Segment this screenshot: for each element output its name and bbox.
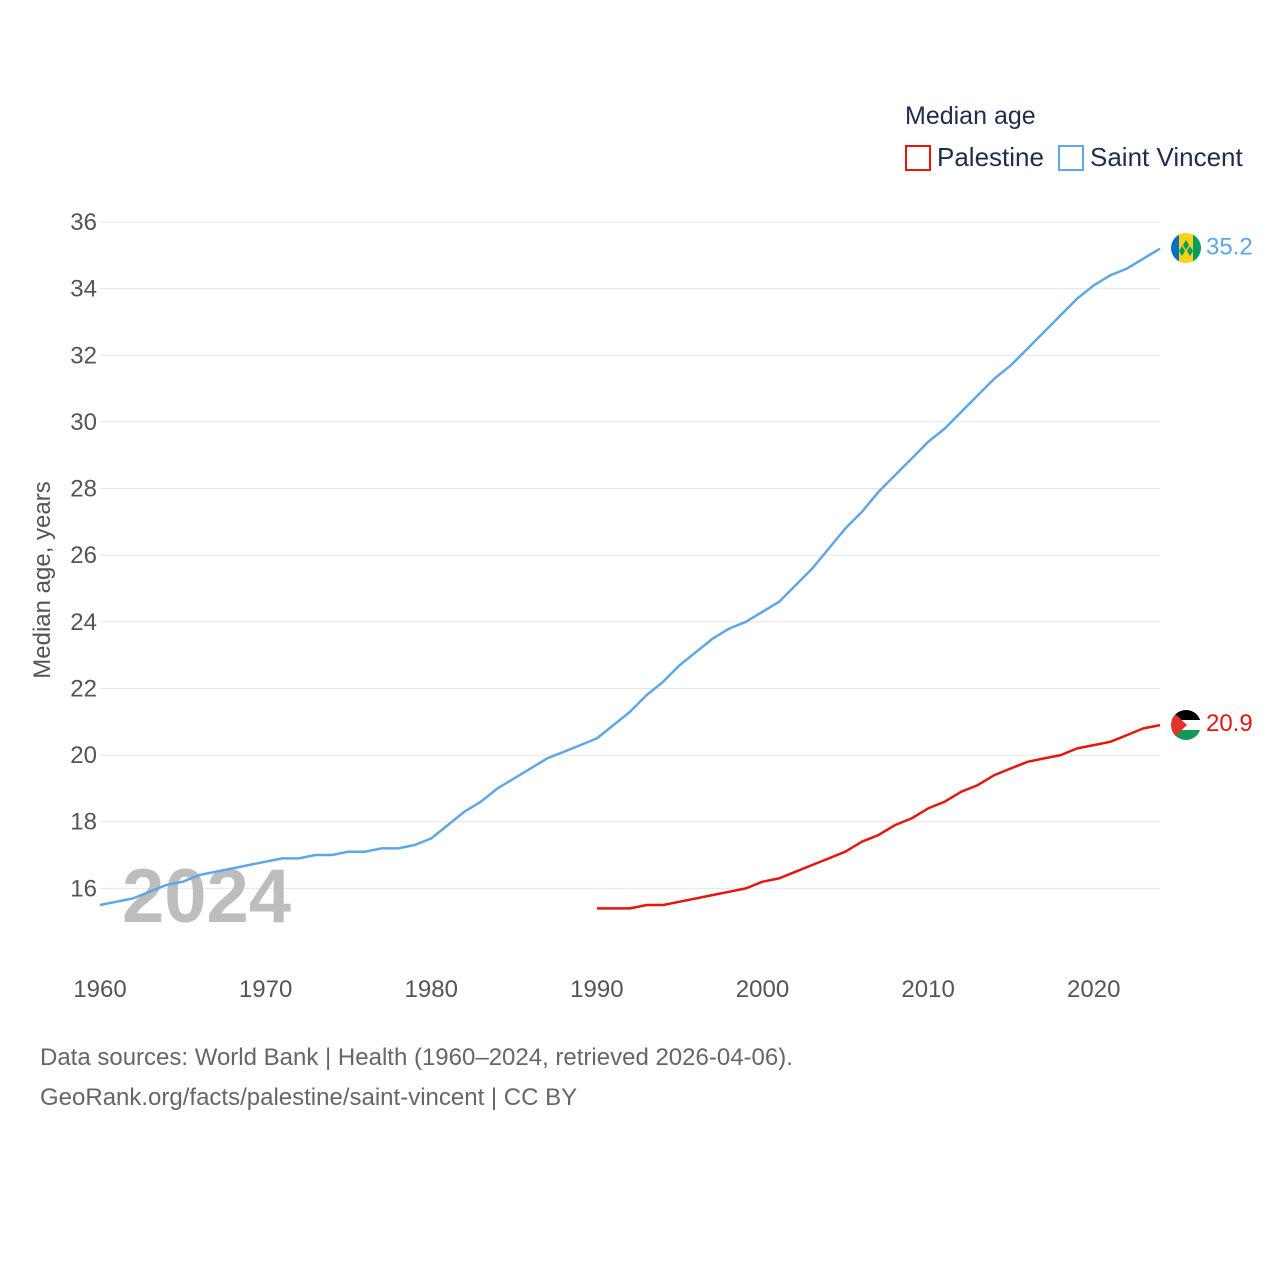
- y-axis-title: Median age, years: [29, 481, 56, 678]
- legend-item-palestine[interactable]: Palestine: [905, 142, 1044, 172]
- series-line-saint-vincent[interactable]: [99, 247, 1161, 907]
- x-tick-label: 1980: [405, 976, 458, 1003]
- line-chart: 16 18 20 22 24 26 28 30 32 34 36 1960 1970 1980 1990 2…: [29, 102, 1253, 1003]
- legend-label-palestine: Palestine: [937, 142, 1044, 172]
- palestine-flag-icon: [1171, 710, 1201, 740]
- x-tick-label: 2000: [736, 976, 789, 1003]
- x-tick-label: 1990: [570, 976, 623, 1003]
- y-tick-label: 30: [70, 409, 97, 436]
- x-axis-ticks: 1960 1970 1980 1990 2000 2010 2020: [73, 976, 1120, 1003]
- y-tick-label: 24: [70, 609, 97, 636]
- series-lines: [99, 247, 1161, 910]
- saint-vincent-flag-icon: [1171, 233, 1201, 263]
- end-label-saint-vincent: 35.2: [1206, 234, 1253, 261]
- x-tick-label: 1960: [73, 976, 126, 1003]
- y-tick-label: 22: [70, 675, 97, 702]
- legend-swatch-saint-vincent: [1058, 145, 1084, 171]
- legend-item-saint-vincent[interactable]: Saint Vincent: [1058, 142, 1244, 172]
- year-watermark: 2024: [122, 854, 291, 939]
- legend-label-saint-vincent: Saint Vincent: [1090, 142, 1244, 172]
- footer-url[interactable]: GeoRank.org/facts/palestine/saint-vincen…: [40, 1084, 578, 1111]
- y-tick-label: 28: [70, 476, 97, 503]
- y-tick-label: 20: [70, 742, 97, 769]
- grid-lines: [100, 221, 1160, 889]
- y-tick-label: 18: [70, 809, 97, 836]
- y-axis-ticks: 16 18 20 22 24 26 28 30 32 34 36: [70, 209, 97, 902]
- y-tick-label: 32: [70, 342, 97, 369]
- legend: Median age Palestine Saint Vincent: [905, 102, 1244, 172]
- y-tick-label: 36: [70, 209, 97, 236]
- legend-title: Median age: [905, 102, 1036, 130]
- series-line-palestine[interactable]: [596, 723, 1161, 910]
- y-tick-label: 34: [70, 276, 97, 303]
- y-tick-label: 16: [70, 875, 97, 902]
- x-tick-label: 2010: [901, 976, 954, 1003]
- end-labels: 20.9 35.2: [1206, 234, 1253, 737]
- x-tick-label: 1970: [239, 976, 292, 1003]
- footer-sources: Data sources: World Bank | Health (1960–…: [40, 1044, 793, 1071]
- legend-swatch-palestine: [905, 145, 931, 171]
- end-label-palestine: 20.9: [1206, 710, 1253, 737]
- x-tick-label: 2020: [1067, 976, 1120, 1003]
- y-tick-label: 26: [70, 542, 97, 569]
